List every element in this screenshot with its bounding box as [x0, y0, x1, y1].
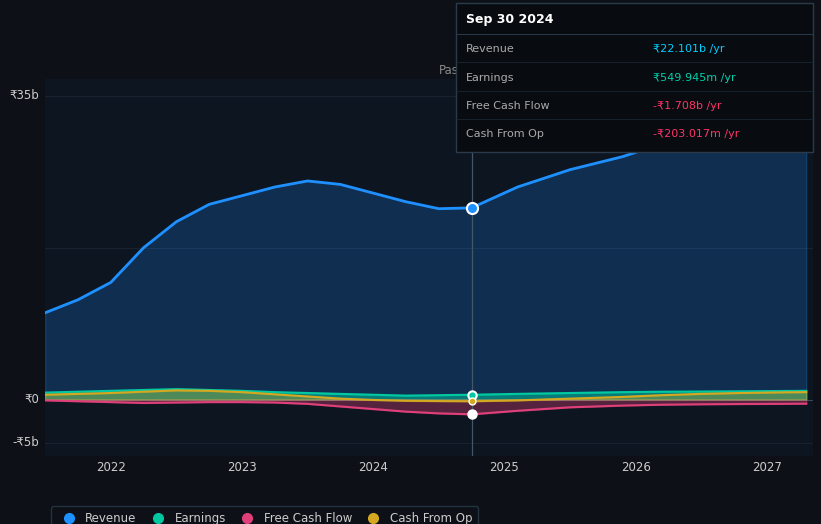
Text: ₹22.101b /yr: ₹22.101b /yr — [653, 45, 724, 54]
Text: -₹203.017m /yr: -₹203.017m /yr — [653, 129, 739, 139]
Text: ₹35b: ₹35b — [9, 90, 39, 103]
Text: Past: Past — [439, 64, 464, 77]
Text: Cash From Op: Cash From Op — [466, 129, 544, 139]
Text: Sep 30 2024: Sep 30 2024 — [466, 13, 553, 26]
Legend: Revenue, Earnings, Free Cash Flow, Cash From Op: Revenue, Earnings, Free Cash Flow, Cash … — [51, 506, 478, 524]
Text: -₹5b: -₹5b — [12, 436, 39, 450]
Text: Revenue: Revenue — [466, 45, 514, 54]
Text: Earnings: Earnings — [466, 73, 514, 83]
Text: Analysts Forecasts: Analysts Forecasts — [479, 64, 589, 77]
Text: Free Cash Flow: Free Cash Flow — [466, 101, 549, 111]
Text: -₹1.708b /yr: -₹1.708b /yr — [653, 101, 721, 111]
Text: ₹0: ₹0 — [24, 393, 39, 406]
Text: ₹549.945m /yr: ₹549.945m /yr — [653, 73, 736, 83]
